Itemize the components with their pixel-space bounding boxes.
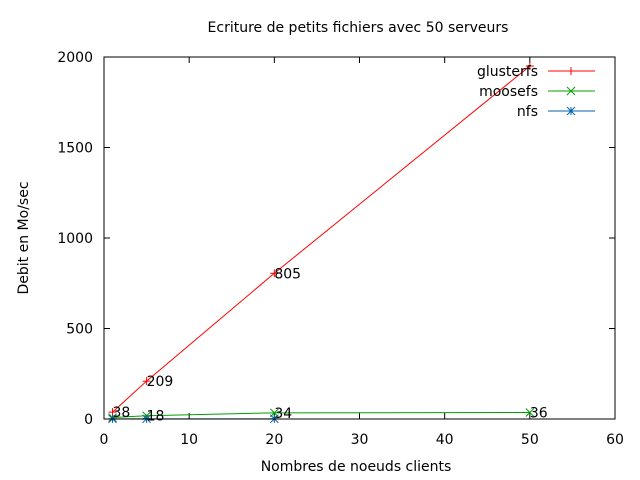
legend-entry-glusterfs: glusterfs	[477, 64, 595, 80]
data-label: 38	[113, 405, 131, 421]
series-layer	[108, 62, 535, 424]
legend: glusterfs moosefs nfs	[477, 64, 595, 120]
legend-entry-moosefs: moosefs	[479, 84, 595, 100]
y-tick-label: 0	[84, 412, 93, 428]
legend-marker-moosefs	[566, 86, 576, 96]
data-label: 209	[147, 374, 174, 390]
x-tick-label: 50	[521, 432, 539, 448]
data-label: 34	[274, 406, 292, 422]
y-tick-label: 500	[66, 322, 93, 338]
x-axis-label: Nombres de noeuds clients	[261, 459, 452, 475]
series-glusterfs	[108, 62, 534, 417]
x-tick-label: 60	[606, 432, 624, 448]
data-label: 36	[530, 405, 548, 421]
legend-label: glusterfs	[477, 64, 538, 80]
chart-title: Ecriture de petits fichiers avec 50 serv…	[208, 20, 509, 36]
y-tick-label: 2000	[57, 50, 93, 66]
series-line-moosefs	[112, 411, 530, 419]
legend-label: moosefs	[479, 84, 538, 100]
x-tick-label: 20	[265, 432, 283, 448]
plot-frame	[103, 56, 616, 420]
legend-entry-nfs: nfs	[517, 104, 595, 120]
data-label: 805	[274, 266, 301, 282]
x-tick-label: 0	[100, 432, 109, 448]
x-tick-label: 40	[436, 432, 454, 448]
ticks-layer: 0 10 20 30 40 50 60 0 500 1000 1500 2000	[57, 50, 624, 448]
data-point-glusterfs	[270, 269, 279, 278]
y-tick-label: 1000	[57, 231, 93, 247]
series-line-glusterfs	[112, 65, 531, 413]
legend-label: nfs	[517, 104, 538, 120]
y-tick-label: 1500	[57, 141, 93, 157]
y-axis-label: Debit en Mo/sec	[16, 181, 32, 294]
data-point-glusterfs	[108, 408, 117, 417]
x-tick-label: 30	[351, 432, 369, 448]
legend-marker-nfs	[566, 106, 576, 116]
x-tick-label: 10	[180, 432, 198, 448]
data-labels-layer: 38 209 805 18 34 36	[113, 266, 548, 424]
series-moosefs	[108, 408, 535, 422]
data-point-glusterfs	[142, 377, 151, 386]
data-label: 18	[147, 409, 165, 425]
legend-marker-glusterfs	[567, 67, 575, 75]
data-point-glusterfs	[525, 62, 534, 71]
data-point-moosefs	[525, 408, 535, 417]
